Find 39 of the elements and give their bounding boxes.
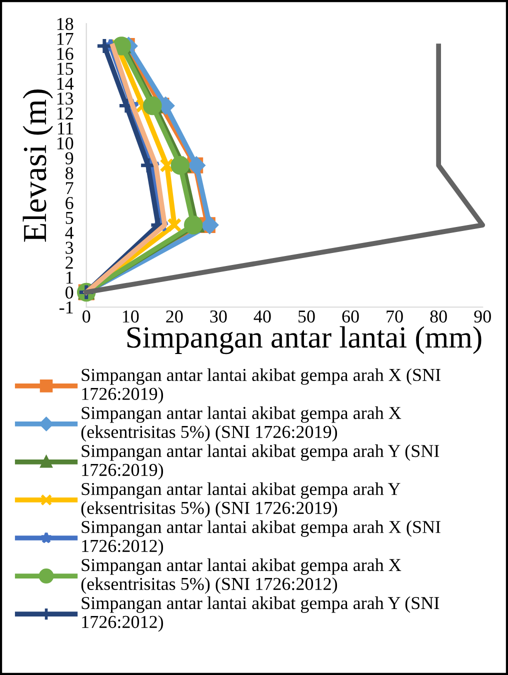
legend-label: Simpangan antar lantai akibat gempa arah X (eksentrisitas 5%) (SNI 1726:2019) [81, 406, 402, 442]
legend-label: Simpangan antar lantai akibat gempa arah Y (eksentrisitas 5%) (SNI 1726:2019) [81, 482, 400, 518]
x-tick-label: 90 [474, 310, 491, 323]
y-tick-label: 7 [66, 182, 74, 194]
y-tick-label: 13 [57, 92, 74, 105]
y-tick-label: 18 [57, 18, 74, 30]
y-tick-label: 15 [57, 62, 74, 75]
x-tick-label: 10 [122, 310, 139, 323]
y-tick-label: 16 [57, 48, 74, 60]
x-tick-label: 30 [210, 310, 227, 323]
y-tick-label: 1 [66, 272, 73, 284]
legend-label: Simpangan antar lantai akibat gempa arah Y (SNI 1726:2012) [82, 596, 440, 632]
legend-label: Simpangan antar lantai akibat gempa arah X (SNI 1726:2019) [82, 368, 440, 404]
x-tick-label: 20 [166, 310, 183, 323]
y-tick-label: 4 [65, 226, 74, 239]
x-tick-label: 40 [254, 310, 271, 323]
x-tick-label: 0 [82, 310, 90, 323]
legend-label: Simpangan antar lantai akibat gempa arah X (eksentrisitas 5%) (SNI 1726:2012) [81, 558, 402, 594]
x-tick-label: 50 [298, 310, 315, 323]
y-axis-title: Elevasi (m) [22, 90, 54, 242]
x-axis-title: Simpangan antar lantai (mm) [127, 326, 482, 354]
y-tick-label: 8 [66, 167, 74, 180]
y-tick-label: 0 [66, 286, 74, 299]
y-tick-label: 12 [57, 107, 73, 120]
y-tick-label: 10 [57, 137, 74, 150]
x-tick-label: 70 [386, 310, 403, 323]
legend-label: Simpangan antar lantai akibat gempa arah X (SNI 1726:2012) [82, 520, 440, 556]
y-tick-label: 17 [57, 32, 74, 45]
y-tick-label: 9 [65, 152, 74, 164]
y-tick-label: 11 [58, 122, 73, 134]
y-tick-label: 3 [66, 242, 74, 254]
legend-label: Simpangan antar lantai akibat gempa arah Y (SNI 1726:2019) [82, 444, 440, 480]
x-tick-label: 80 [430, 310, 447, 323]
y-tick-label: 6 [66, 196, 74, 210]
y-tick-label: -1 [59, 301, 73, 314]
x-tick-label: 60 [342, 310, 359, 323]
y-tick-label: 5 [66, 212, 74, 224]
y-tick-label: 2 [66, 256, 73, 269]
y-tick-label: 14 [57, 78, 74, 90]
